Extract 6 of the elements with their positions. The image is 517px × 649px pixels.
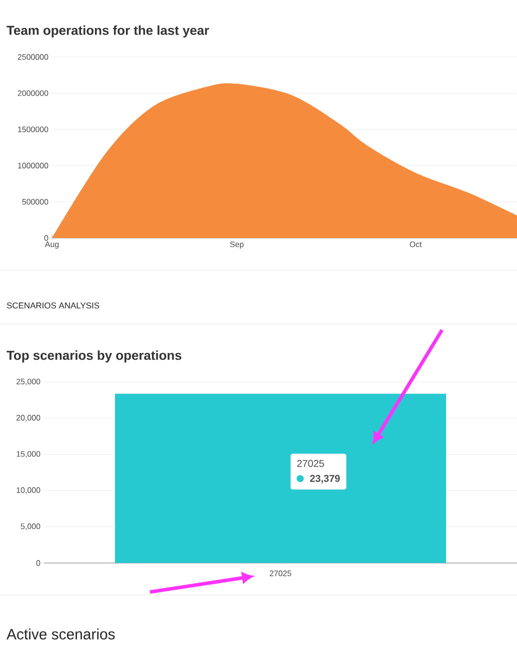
text: SCENARIOS ANALYSIS [6, 302, 100, 308]
text: Active scenarios [6, 628, 115, 640]
annotation: 27025 [297, 460, 324, 467]
chart-title: Team operations for the last year [6, 25, 210, 38]
data-label: 23,379 [310, 474, 340, 484]
chart-title: Top scenarios by operations [6, 350, 182, 362]
